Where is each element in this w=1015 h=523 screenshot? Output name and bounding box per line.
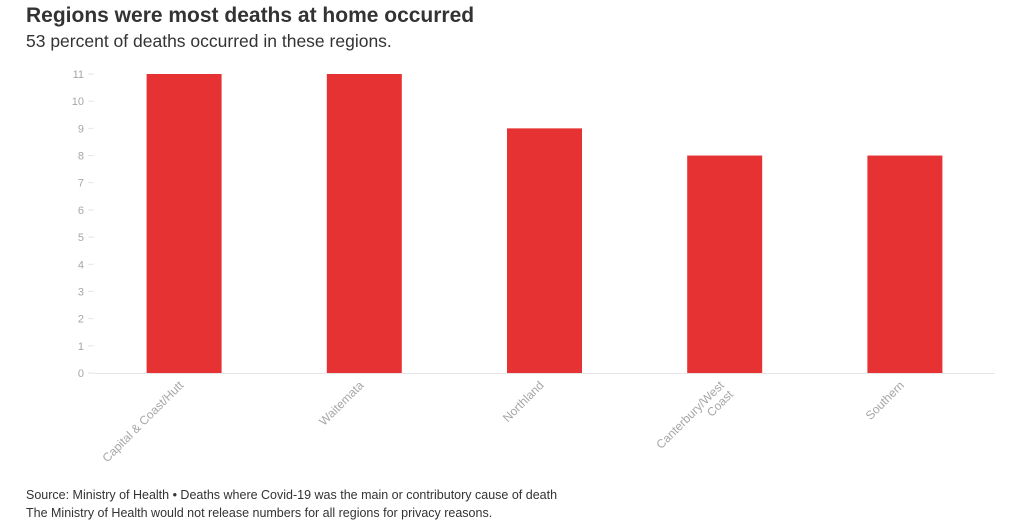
y-tick-label: 0	[78, 368, 84, 380]
bar-chart: 0 1 2 3 4 5 6 7 8 9 10 11 Capital & Coast/Hutt Waite…	[72, 69, 995, 465]
y-tick-label: 8	[78, 151, 84, 163]
y-tick-label: 3	[78, 286, 84, 298]
chart-title: Regions were most deaths at home occurre…	[26, 4, 475, 27]
x-tick-label: Waitemata	[316, 378, 366, 428]
bars	[146, 74, 943, 373]
y-tick-label: 11	[73, 69, 84, 81]
bar	[326, 74, 402, 373]
privacy-note: The Ministry of Health would not release…	[26, 506, 493, 520]
y-tick-label: 4	[78, 259, 84, 271]
chart-footer: Source: Ministry of Health • Deaths wher…	[26, 486, 557, 522]
y-tick-label: 7	[78, 178, 84, 190]
source-note: Source: Ministry of Health • Deaths wher…	[26, 488, 558, 502]
y-tick-label: 9	[78, 123, 84, 135]
bar	[146, 74, 222, 373]
y-tick-label: 10	[72, 96, 84, 108]
bar	[867, 155, 943, 373]
bar	[687, 155, 763, 373]
y-tick-label: 1	[78, 341, 84, 353]
bar	[507, 128, 582, 373]
x-tick-label: Capital & Coast/Hutt	[99, 378, 186, 465]
x-tick-label: Northland	[500, 378, 547, 425]
y-tick-label: 6	[78, 205, 84, 217]
y-tick-label: 2	[78, 314, 84, 326]
x-axis: Capital & Coast/Hutt Waitemata Northland Ca…	[99, 378, 907, 465]
y-tick-label: 5	[78, 232, 84, 244]
x-tick-label: Southern	[863, 378, 907, 422]
x-tick-label: Canterbury/WestCoast	[653, 378, 736, 461]
y-axis: 0 1 2 3 4 5 6 7 8 9 10 11	[72, 69, 94, 380]
chart-subtitle: 53 percent of deaths occurred in these r…	[26, 31, 392, 51]
